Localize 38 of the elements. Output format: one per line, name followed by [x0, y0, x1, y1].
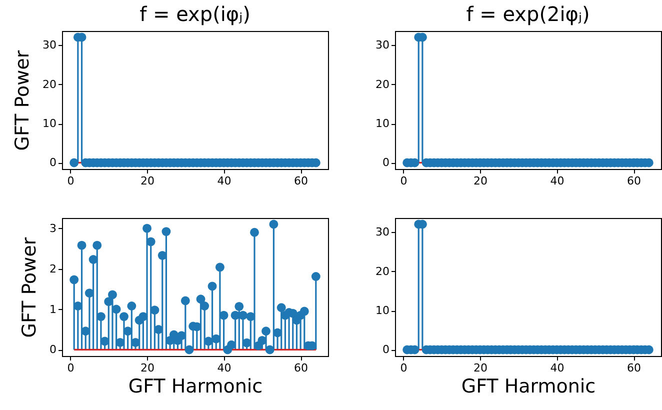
y-tick-label: 20	[42, 78, 56, 91]
y-tick-label: 3	[50, 222, 56, 235]
x-tick-label: 60	[627, 174, 642, 188]
y-tick-label: 20	[376, 264, 390, 278]
x-tick-label: 20	[474, 174, 488, 188]
x-axis-title: GFT Harmonic	[461, 376, 596, 398]
y-tick-label: 2	[50, 262, 56, 276]
chart-title: f = exp(iφⱼ)	[140, 2, 250, 26]
y-tick-label: 0	[50, 156, 56, 170]
x-tick-label: 0	[67, 174, 74, 188]
chart-title: f = exp(2iφⱼ)	[466, 2, 590, 26]
x-tick-label: 40	[550, 362, 564, 374]
x-tick-label: 20	[140, 362, 155, 374]
y-tick-label: 30	[376, 38, 390, 52]
x-tick-label: 0	[67, 362, 74, 374]
y-tick-label: 10	[376, 304, 390, 318]
y-tick-label: 20	[376, 78, 390, 91]
x-tick-label: 0	[400, 174, 408, 188]
x-tick-label: 0	[400, 362, 408, 374]
y-tick-label: 30	[376, 226, 390, 239]
x-tick-label: 40	[550, 174, 564, 188]
y-tick-label: 30	[42, 38, 56, 52]
y-axis-title: GFT Power	[18, 237, 40, 338]
y-tick-label: 1	[50, 302, 56, 316]
y-tick-label: 0	[50, 343, 56, 356]
x-tick-label: 20	[474, 362, 488, 374]
x-tick-label: 60	[294, 362, 308, 374]
x-axis-title: GFT Harmonic	[128, 376, 263, 398]
y-tick-label: 10	[376, 117, 390, 130]
x-tick-label: 60	[294, 174, 308, 188]
y-axis-title: GFT Power	[12, 50, 34, 151]
y-tick-label: 0	[382, 343, 390, 356]
y-tick-label: 10	[42, 117, 56, 130]
y-tick-label: 0	[382, 156, 390, 170]
x-tick-label: 40	[217, 174, 232, 188]
x-tick-label: 20	[140, 174, 155, 188]
x-tick-label: 40	[217, 362, 232, 374]
x-tick-label: 60	[627, 362, 642, 374]
